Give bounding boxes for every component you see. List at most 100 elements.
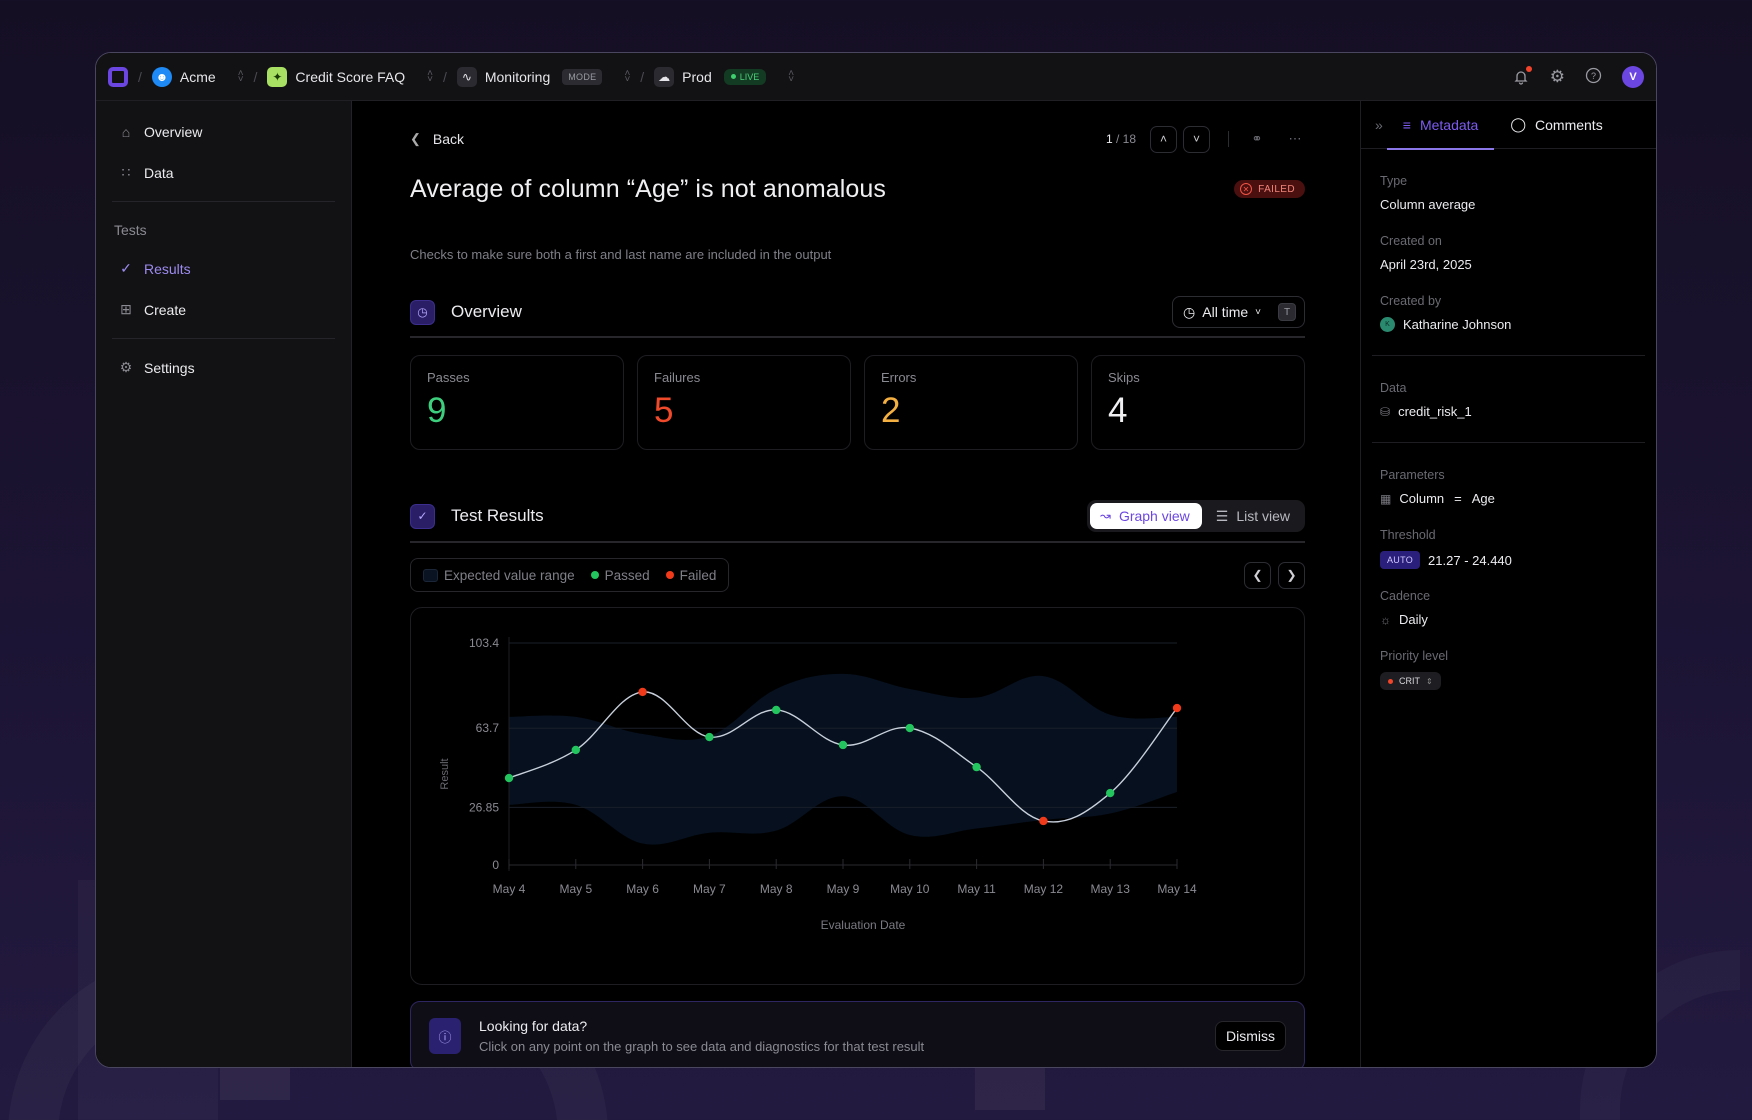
stat-label: Errors xyxy=(881,370,917,385)
threshold-value: AUTO 21.27 - 24.440 xyxy=(1380,551,1637,569)
y-axis-label: Result xyxy=(439,758,451,789)
chart-legend: Expected value range Passed Failed xyxy=(410,558,730,592)
passed-point[interactable] xyxy=(1106,788,1115,798)
app-logo-icon[interactable] xyxy=(108,66,128,87)
info-title: Looking for data? xyxy=(479,1018,588,1034)
switcher-chevrons-icon[interactable]: ˄ ˅ xyxy=(237,67,244,85)
data-grid-icon: ∷ xyxy=(121,164,131,180)
passed-point[interactable] xyxy=(972,762,981,772)
previous-result-button[interactable]: ˄ xyxy=(1150,125,1177,153)
line-chart[interactable]: 0 26.85 63.7 103.4 May 4 May 5 May 6 May 7 May 8… xyxy=(411,608,1305,985)
switcher-chevrons-icon[interactable]: ˄ ˅ xyxy=(624,67,631,85)
tab-comments[interactable]: ◯ Comments xyxy=(1494,101,1618,149)
breadcrumb-org-label: Acme xyxy=(179,68,216,85)
parameter-value: ▦ Column = Age xyxy=(1380,491,1495,506)
failed-point[interactable] xyxy=(638,687,647,697)
threshold-label: Threshold xyxy=(1380,528,1436,542)
breadcrumb-project[interactable]: ✦ Credit Score FAQ ˄ ˅ xyxy=(267,66,433,87)
breadcrumb-project-label: Credit Score FAQ xyxy=(295,68,406,85)
overview-title: Overview xyxy=(451,302,522,321)
collapse-panel-icon[interactable]: » xyxy=(1375,116,1383,133)
sidebar-item-label: Overview xyxy=(144,123,203,140)
created-by-value[interactable]: K Katharine Johnson xyxy=(1380,317,1637,332)
breadcrumb-separator: / xyxy=(138,68,142,85)
critical-dot-icon xyxy=(1388,678,1393,684)
results-section-header: ✓ Test Results ↝ Graph view ☰ List view xyxy=(410,500,1305,543)
chart-next-button[interactable]: ❯ xyxy=(1278,561,1305,589)
created-by-label: Created by xyxy=(1380,294,1442,308)
dismiss-button[interactable]: Dismiss xyxy=(1215,1021,1286,1051)
switcher-chevrons-icon[interactable]: ˄ ˅ xyxy=(788,67,795,85)
select-chevrons-icon: ⇕ xyxy=(1426,676,1433,686)
passed-point[interactable] xyxy=(838,740,848,750)
notifications-bell-icon[interactable] xyxy=(1512,65,1532,86)
chevron-left-icon[interactable]: ❮ xyxy=(410,131,421,146)
result-pager: 1 / 18 ˄ ˅ ⚭ ⋯ xyxy=(1106,125,1305,153)
passed-point[interactable] xyxy=(772,705,781,715)
stat-value: 9 xyxy=(427,391,447,430)
passed-point[interactable] xyxy=(571,745,580,755)
x-tick-label: May 6 xyxy=(626,882,659,896)
comment-bubble-icon: ◯ xyxy=(1510,116,1527,132)
chart-pagination: ❮ ❯ xyxy=(1244,561,1305,589)
page-title: Average of column “Age” is not anomalous xyxy=(410,174,887,203)
sidebar-item-settings[interactable]: ⚙ Settings xyxy=(112,347,335,388)
cadence-value: ☼ Daily xyxy=(1380,612,1428,627)
title-row: Average of column “Age” is not anomalous… xyxy=(410,171,1305,207)
sidebar-item-results[interactable]: ✓ Results xyxy=(112,248,335,289)
more-options-icon[interactable]: ⋯ xyxy=(1288,131,1302,146)
stat-card-skips[interactable]: Skips 4 xyxy=(1091,355,1305,450)
passed-point[interactable] xyxy=(504,773,514,783)
y-tick-label: 26.85 xyxy=(469,800,499,814)
breadcrumb-environment[interactable]: ☁ Prod LIVE ˄ ˅ xyxy=(654,66,795,87)
tab-metadata[interactable]: ≡ Metadata xyxy=(1386,101,1495,150)
x-axis-label: Evaluation Date xyxy=(821,918,906,932)
panel-divider xyxy=(1372,442,1645,443)
link-icon[interactable]: ⚭ xyxy=(1251,131,1263,146)
next-result-button[interactable]: ˅ xyxy=(1183,125,1210,153)
check-circle-icon: ✓ xyxy=(120,260,132,276)
dataset-value[interactable]: ⛁ credit_risk_1 xyxy=(1380,404,1472,419)
top-actions: ⚙ ? V xyxy=(1512,65,1644,88)
panel-tabs: » ≡ Metadata ◯ Comments xyxy=(1361,101,1656,150)
graph-view-button[interactable]: ↝ Graph view xyxy=(1090,503,1202,529)
passed-point[interactable] xyxy=(905,723,914,733)
info-icon: ⓘ xyxy=(429,1018,461,1054)
back-link[interactable]: Back xyxy=(432,131,465,147)
chart-prev-button[interactable]: ❮ xyxy=(1244,561,1271,589)
sidebar-item-data[interactable]: ∷ Data xyxy=(112,152,335,193)
switcher-chevrons-icon[interactable]: ˄ ˅ xyxy=(427,67,433,85)
auto-threshold-tag: AUTO xyxy=(1380,551,1421,569)
user-avatar[interactable]: V xyxy=(1622,65,1644,88)
y-tick-label: 63.7 xyxy=(476,721,500,735)
stat-card-failures[interactable]: Failures 5 xyxy=(637,355,851,450)
priority-select[interactable]: CRIT ⇕ xyxy=(1380,672,1441,690)
list-view-button[interactable]: ☰ List view xyxy=(1206,503,1302,529)
stat-card-passes[interactable]: Passes 9 xyxy=(410,355,624,450)
help-icon[interactable]: ? xyxy=(1585,67,1602,87)
database-icon: ⛁ xyxy=(1380,404,1391,419)
stat-card-errors[interactable]: Errors 2 xyxy=(864,355,1078,450)
sidebar-item-overview[interactable]: ⌂ Overview xyxy=(112,111,335,152)
failed-point[interactable] xyxy=(1172,703,1182,713)
failed-x-icon: ✕ xyxy=(1240,183,1253,195)
sparkle-project-icon: ✦ xyxy=(267,66,288,87)
time-range-dropdown[interactable]: ◷ All time ˅ T xyxy=(1172,296,1305,328)
time-range-label: All time xyxy=(1202,304,1249,320)
breadcrumb-mode-label: Monitoring xyxy=(484,68,551,85)
info-subtitle: Click on any point on the graph to see d… xyxy=(479,1039,925,1054)
stat-label: Failures xyxy=(654,370,701,385)
parameters-label: Parameters xyxy=(1380,468,1445,482)
home-icon: ⌂ xyxy=(121,123,131,140)
test-description: Checks to make sure both a first and las… xyxy=(410,247,832,262)
type-value: Column average xyxy=(1380,197,1476,212)
cadence-label: Cadence xyxy=(1380,589,1431,603)
gear-icon[interactable]: ⚙ xyxy=(1549,66,1565,86)
sidebar-item-create[interactable]: ⊞ Create xyxy=(112,289,335,330)
passed-dot-icon xyxy=(590,571,599,579)
breadcrumb-mode[interactable]: ∿ Monitoring MODE ˄ ˅ xyxy=(456,66,631,87)
breadcrumb-org[interactable]: ☻ Acme ˄ ˅ xyxy=(151,66,244,87)
failed-point[interactable] xyxy=(1039,816,1048,826)
info-banner: ⓘ Looking for data? Click on any point o… xyxy=(410,1001,1305,1067)
passed-point[interactable] xyxy=(705,732,714,742)
